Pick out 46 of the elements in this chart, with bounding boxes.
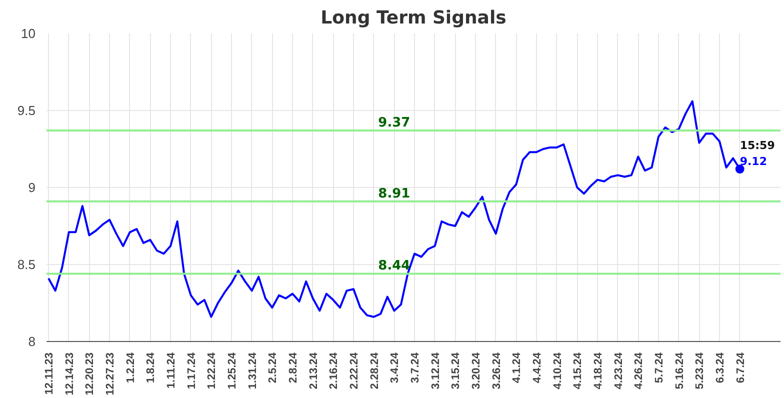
y-tick-label: 8 xyxy=(28,334,36,349)
y-tick-label: 9.5 xyxy=(17,103,36,118)
x-tick-label: 4.15.24 xyxy=(572,352,584,390)
x-tick-label: 3.26.24 xyxy=(490,352,503,390)
x-tick-label: 2.5.24 xyxy=(267,352,280,384)
annotation: 15:59 xyxy=(740,139,775,152)
x-tick-label: 1.17.24 xyxy=(186,352,198,390)
x-tick-label: 3.12.24 xyxy=(430,352,442,390)
y-tick-label: 9 xyxy=(28,180,36,195)
x-tick-label: 3.4.24 xyxy=(389,352,402,384)
ref-line-label: 9.37 xyxy=(378,116,410,131)
x-tick-label: 2.22.24 xyxy=(348,352,361,390)
x-tick-label: 5.23.24 xyxy=(694,352,706,390)
ref-line-label: 8.44 xyxy=(378,258,410,274)
x-tick-label: 1.25.24 xyxy=(226,352,239,390)
x-tick-label: 1.31.24 xyxy=(246,352,259,390)
x-tick-label: 4.10.24 xyxy=(552,352,564,390)
x-tick-label: 1.2.24 xyxy=(124,352,137,384)
x-tick-label: 4.4.24 xyxy=(532,352,544,384)
x-tick-label: 12.11.23 xyxy=(44,352,56,395)
x-tick-label: 2.28.24 xyxy=(368,352,381,390)
x-tick-label: 12.27.23 xyxy=(104,352,117,396)
x-tick-label: 12.14.23 xyxy=(64,352,76,396)
x-tick-label: 2.13.24 xyxy=(308,352,320,390)
x-tick-label: 1.11.24 xyxy=(166,352,178,389)
x-tick-label: 5.7.24 xyxy=(654,352,666,384)
y-tick-label: 8.5 xyxy=(17,257,36,272)
x-tick-label: 4.18.24 xyxy=(592,352,605,390)
x-tick-label: 4.1.24 xyxy=(511,352,524,384)
x-tick-label: 6.7.24 xyxy=(734,352,747,384)
x-tick-label: 3.7.24 xyxy=(410,352,422,384)
x-tick-label: 6.3.24 xyxy=(714,352,727,384)
ref-line-label: 8.91 xyxy=(378,186,410,202)
x-tick-label: 1.8.24 xyxy=(145,352,158,384)
x-tick-label: 2.8.24 xyxy=(288,352,300,384)
chart-title: Long Term Signals xyxy=(320,8,506,28)
x-tick-label: 4.23.24 xyxy=(612,352,625,390)
x-tick-label: 3.20.24 xyxy=(470,352,483,390)
x-tick-label: 2.16.24 xyxy=(328,352,340,390)
y-tick-label: 10 xyxy=(21,26,36,41)
x-tick-label: 3.15.24 xyxy=(450,352,462,390)
data-label: 9.12 xyxy=(740,155,767,168)
x-tick-label: 1.22.24 xyxy=(206,352,218,390)
x-tick-label: 4.26.24 xyxy=(633,352,646,390)
x-tick-label: 5.16.24 xyxy=(674,352,686,390)
x-tick-label: 12.20.23 xyxy=(84,352,96,396)
